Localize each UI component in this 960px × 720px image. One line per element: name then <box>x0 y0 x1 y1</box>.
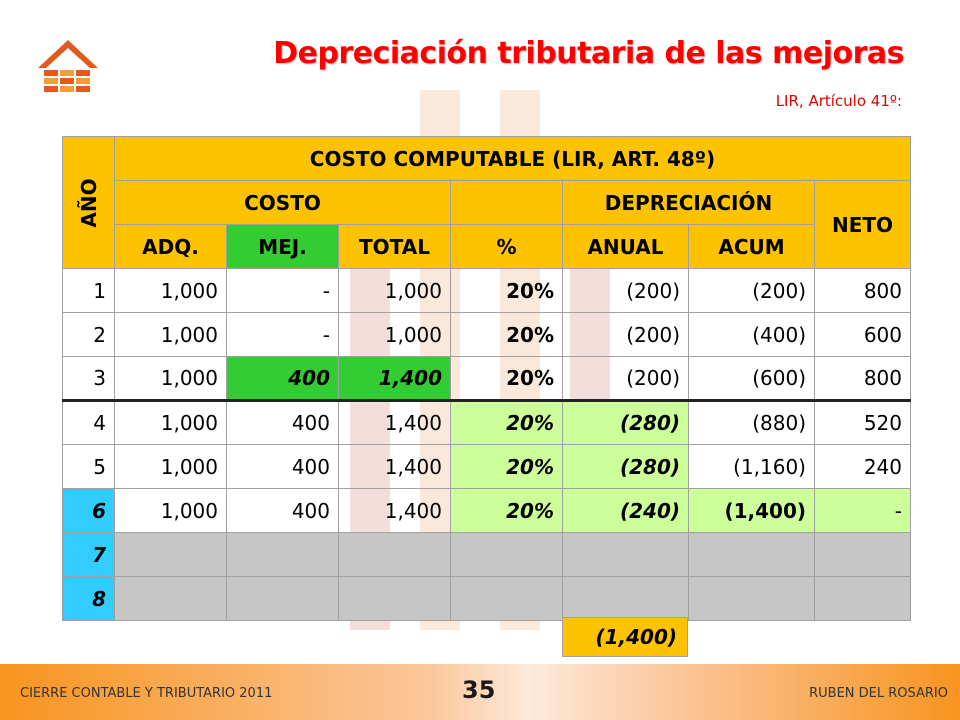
mej-cell <box>226 576 339 621</box>
total-cell: 1,400 <box>338 444 451 489</box>
neto-cell <box>814 532 911 577</box>
company-logo <box>38 40 98 92</box>
total-cell: 1,000 <box>338 268 451 313</box>
pct-cell: 20% <box>450 444 563 489</box>
mej-cell: 400 <box>226 356 339 401</box>
anual-cell: (200) <box>562 268 689 313</box>
acum-cell: (1,400) <box>688 488 815 533</box>
year-cell: 6 <box>62 488 115 533</box>
slide-subtitle: LIR, Artículo 41º: <box>775 92 902 110</box>
anual-cell <box>562 532 689 577</box>
table-row: 1 1,000 - 1,000 20% (200) (200) 800 <box>62 268 911 313</box>
total-cell: 1,400 <box>338 488 451 533</box>
mej-cell: 400 <box>226 488 339 533</box>
neto-header: NETO <box>814 180 911 269</box>
anual-cell: (280) <box>562 399 689 445</box>
slide-title: Depreciación tributaria de las mejoras <box>273 36 904 71</box>
adq-cell: 1,000 <box>114 399 227 445</box>
year-cell: 7 <box>62 532 115 577</box>
mej-header: MEJ. <box>226 224 339 269</box>
mej-cell: - <box>226 268 339 313</box>
costo-header: COSTO <box>114 180 451 225</box>
acum-cell <box>688 532 815 577</box>
neto-cell: 800 <box>814 268 911 313</box>
year-cell: 4 <box>62 399 115 445</box>
total-cell: 1,400 <box>338 399 451 445</box>
acum-cell: (600) <box>688 356 815 401</box>
mej-cell <box>226 532 339 577</box>
adq-header: ADQ. <box>114 224 227 269</box>
neto-cell <box>814 576 911 621</box>
acum-cell <box>688 576 815 621</box>
pct-cell: 20% <box>450 399 563 445</box>
pct-cell <box>450 532 563 577</box>
year-cell: 8 <box>62 576 115 621</box>
total-cell: 1,400 <box>338 356 451 401</box>
table-row: 3 1,000 400 1,400 20% (200) (600) 800 <box>62 356 911 401</box>
footer-bar <box>0 664 960 720</box>
table-row: 8 <box>62 576 911 621</box>
neto-cell: 520 <box>814 399 911 445</box>
pct-header: % <box>450 224 563 269</box>
anual-cell: (280) <box>562 444 689 489</box>
blank-header <box>450 180 563 225</box>
mej-cell: 400 <box>226 444 339 489</box>
table-row: 7 <box>62 532 911 577</box>
adq-cell: 1,000 <box>114 488 227 533</box>
pct-cell: 20% <box>450 488 563 533</box>
table-row: 5 1,000 400 1,400 20% (280) (1,160) 240 <box>62 444 911 489</box>
table-row: 4 1,000 400 1,400 20% (280) (880) 520 <box>62 399 911 445</box>
adq-cell <box>114 576 227 621</box>
depreciation-table: AÑO COSTO COMPUTABLE (LIR, ART. 48º) COS… <box>62 136 911 621</box>
neto-cell: 240 <box>814 444 911 489</box>
total-header: TOTAL <box>338 224 451 269</box>
anual-cell: (200) <box>562 356 689 401</box>
depreciacion-header: DEPRECIACIÓN <box>562 180 815 225</box>
acum-cell: (880) <box>688 399 815 445</box>
anual-cell: (240) <box>562 488 689 533</box>
pct-cell: 20% <box>450 312 563 357</box>
total-cell <box>338 576 451 621</box>
total-cell <box>338 532 451 577</box>
acum-cell: (1,160) <box>688 444 815 489</box>
year-cell: 2 <box>62 312 115 357</box>
footer-left-text: CIERRE CONTABLE Y TRIBUTARIO 2011 <box>20 686 273 701</box>
anual-cell <box>562 576 689 621</box>
anual-header: ANUAL <box>562 224 689 269</box>
year-header: AÑO <box>76 177 101 228</box>
adq-cell: 1,000 <box>114 444 227 489</box>
table-row: 2 1,000 - 1,000 20% (200) (400) 600 <box>62 312 911 357</box>
page-number: 35 <box>462 676 496 704</box>
neto-cell: 600 <box>814 312 911 357</box>
sum-anual-cell: (1,400) <box>562 617 688 657</box>
mej-cell: - <box>226 312 339 357</box>
acum-header: ACUM <box>688 224 815 269</box>
year-cell: 3 <box>62 356 115 401</box>
total-cell: 1,000 <box>338 312 451 357</box>
pct-cell: 20% <box>450 268 563 313</box>
acum-cell: (200) <box>688 268 815 313</box>
adq-cell: 1,000 <box>114 312 227 357</box>
year-cell: 1 <box>62 268 115 313</box>
pct-cell: 20% <box>450 356 563 401</box>
main-header: COSTO COMPUTABLE (LIR, ART. 48º) <box>114 136 911 181</box>
adq-cell <box>114 532 227 577</box>
footer-right-text: RUBEN DEL ROSARIO <box>809 686 948 701</box>
neto-cell: 800 <box>814 356 911 401</box>
anual-cell: (200) <box>562 312 689 357</box>
adq-cell: 1,000 <box>114 268 227 313</box>
acum-cell: (400) <box>688 312 815 357</box>
year-cell: 5 <box>62 444 115 489</box>
adq-cell: 1,000 <box>114 356 227 401</box>
year-header-cell: AÑO <box>62 136 115 269</box>
neto-cell: - <box>814 488 911 533</box>
pct-cell <box>450 576 563 621</box>
mej-cell: 400 <box>226 399 339 445</box>
table-row: 6 1,000 400 1,400 20% (240) (1,400) - <box>62 488 911 533</box>
